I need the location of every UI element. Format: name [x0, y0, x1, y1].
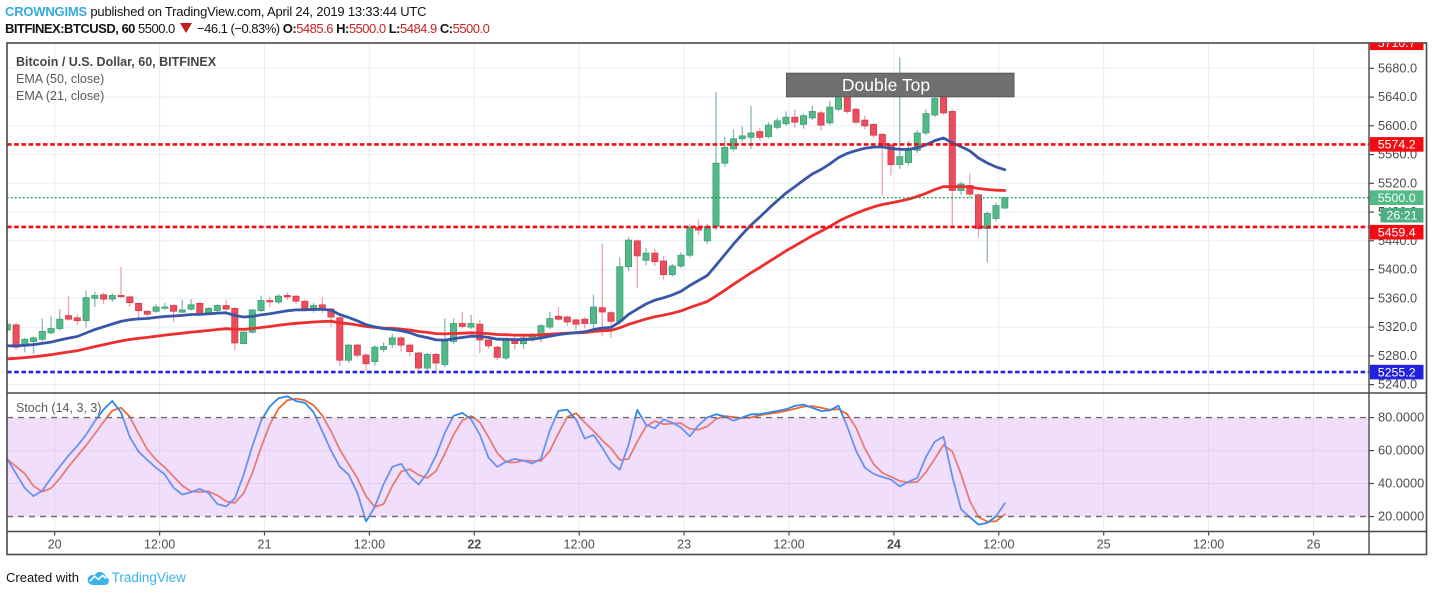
svg-text:20.0000: 20.0000 — [1378, 509, 1424, 524]
svg-text:5255.2: 5255.2 — [1378, 365, 1416, 379]
svg-text:23: 23 — [677, 538, 691, 552]
svg-text:5459.4: 5459.4 — [1378, 226, 1416, 240]
svg-text:22: 22 — [467, 538, 481, 552]
svg-text:EMA (21, close): EMA (21, close) — [16, 89, 104, 103]
svg-text:12:00: 12:00 — [1193, 538, 1224, 552]
svg-text:12:00: 12:00 — [144, 538, 175, 552]
svg-text:12:00: 12:00 — [354, 538, 385, 552]
svg-text:5320.0: 5320.0 — [1378, 319, 1417, 334]
svg-text:Double Top: Double Top — [842, 75, 930, 95]
svg-text:25: 25 — [1097, 538, 1111, 552]
svg-text:20: 20 — [48, 538, 62, 552]
svg-text:5400.0: 5400.0 — [1378, 262, 1417, 277]
svg-text:5280.0: 5280.0 — [1378, 348, 1417, 363]
svg-text:5600.0: 5600.0 — [1378, 118, 1417, 133]
svg-text:5520.0: 5520.0 — [1378, 175, 1417, 190]
svg-text:Bitcoin / U.S. Dollar, 60, BIT: Bitcoin / U.S. Dollar, 60, BITFINEX — [16, 55, 217, 69]
svg-text:12:00: 12:00 — [773, 538, 804, 552]
svg-text:21: 21 — [258, 538, 272, 552]
svg-text:12:00: 12:00 — [983, 538, 1014, 552]
svg-text:24: 24 — [887, 538, 901, 552]
svg-text:5500.0: 5500.0 — [1378, 191, 1416, 205]
svg-text:26: 26 — [1307, 538, 1321, 552]
svg-text:EMA (50, close): EMA (50, close) — [16, 72, 104, 86]
svg-text:40.0000: 40.0000 — [1378, 476, 1424, 491]
svg-text:5640.0: 5640.0 — [1378, 89, 1417, 104]
svg-text:5360.0: 5360.0 — [1378, 290, 1417, 305]
svg-text:60.0000: 60.0000 — [1378, 443, 1424, 458]
svg-text:5680.0: 5680.0 — [1378, 60, 1417, 75]
svg-text:Stoch (14, 3, 3): Stoch (14, 3, 3) — [16, 401, 101, 415]
svg-text:5574.2: 5574.2 — [1378, 138, 1416, 152]
svg-text:12:00: 12:00 — [564, 538, 595, 552]
svg-text:5240.0: 5240.0 — [1378, 377, 1417, 392]
svg-text:26:21: 26:21 — [1386, 209, 1417, 223]
svg-text:5710.7: 5710.7 — [1378, 36, 1416, 50]
svg-text:80.0000: 80.0000 — [1378, 410, 1424, 425]
